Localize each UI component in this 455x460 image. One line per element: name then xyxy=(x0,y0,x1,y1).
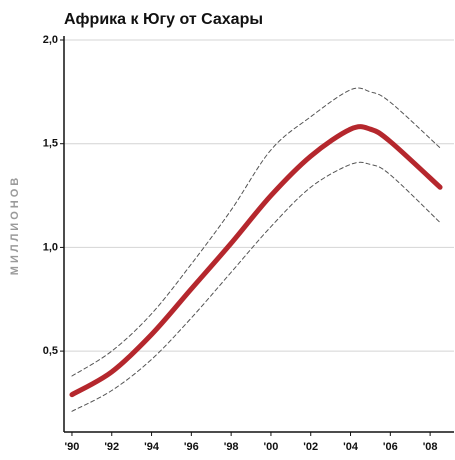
y-tick-label: 2,0 xyxy=(43,34,58,46)
x-tick-label: '04 xyxy=(343,441,359,453)
y-tick-label: 0,5 xyxy=(43,345,58,357)
x-tick-label: '92 xyxy=(104,441,119,453)
x-tick-label: '02 xyxy=(303,441,318,453)
y-tick-label: 1,5 xyxy=(43,138,58,150)
chart-title: Африка к Югу от Сахары xyxy=(64,11,263,28)
y-axis-label: МИЛЛИОНОВ xyxy=(9,175,21,275)
x-tick-label: '90 xyxy=(65,441,80,453)
x-tick-label: '00 xyxy=(264,441,279,453)
x-tick-label: '08 xyxy=(423,441,438,453)
x-tick-label: '94 xyxy=(144,441,160,453)
band-line xyxy=(71,87,441,377)
main-line xyxy=(69,124,443,398)
x-tick-label: '98 xyxy=(224,441,239,453)
x-tick-label: '06 xyxy=(383,441,398,453)
y-tick-label: 1,0 xyxy=(43,241,58,253)
x-tick-label: '96 xyxy=(184,441,199,453)
band-line xyxy=(71,161,441,412)
